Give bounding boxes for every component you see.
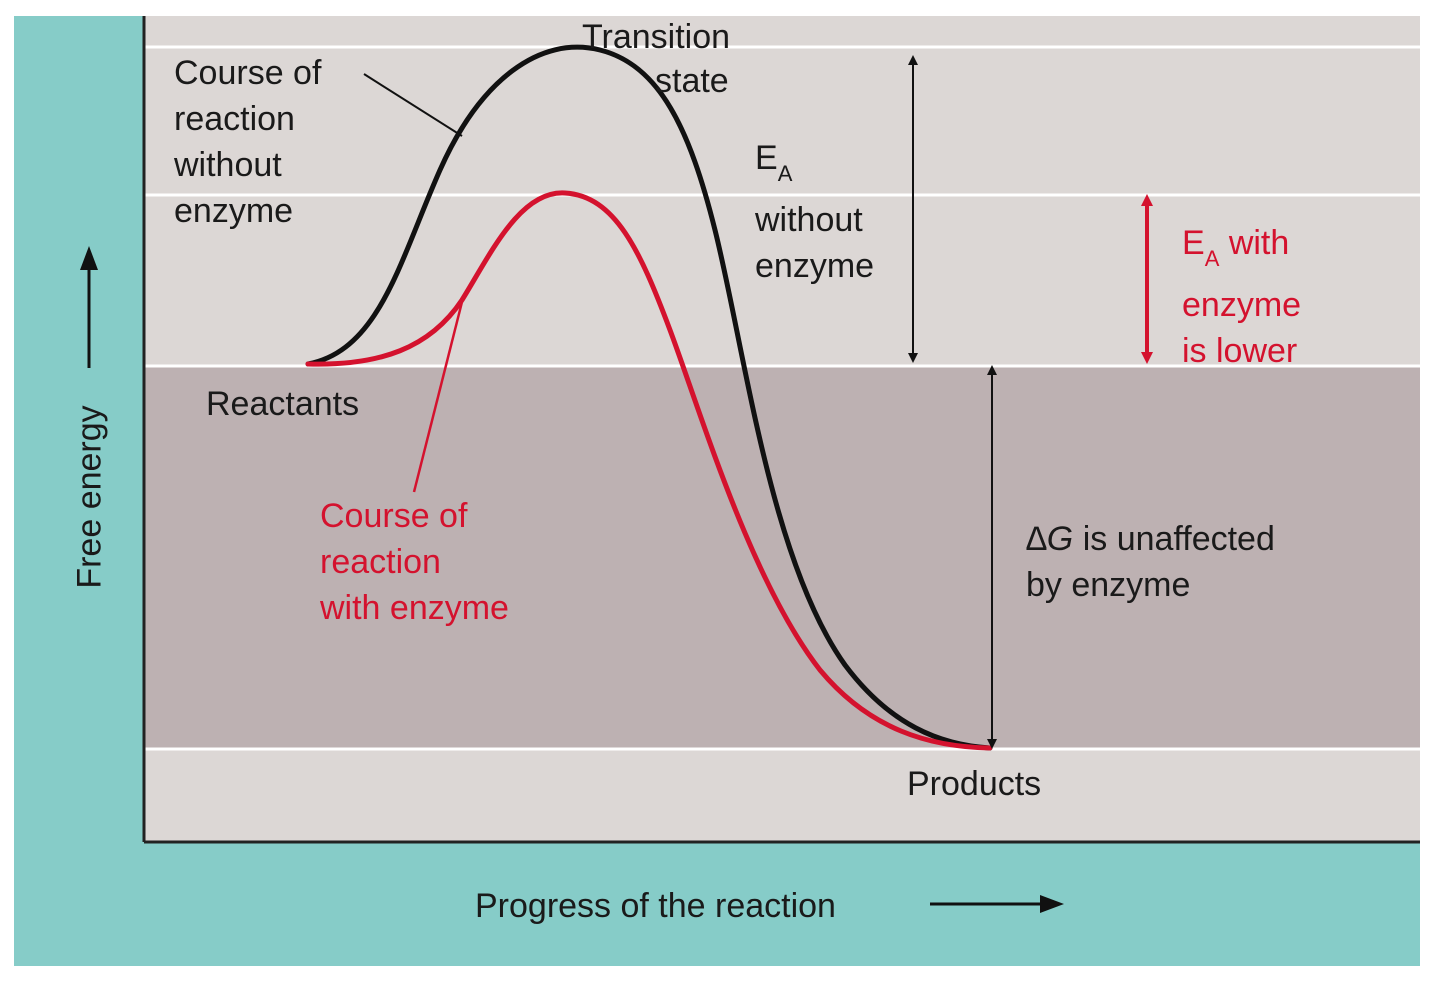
ea-with-line1: EA with [1182, 220, 1301, 282]
delta-g-line2: by enzyme [1026, 566, 1191, 604]
delta-g-symbol: ∆G [1026, 520, 1074, 558]
ea-with-symbol: E [1182, 224, 1205, 262]
transition-state-label-2: state [655, 58, 729, 104]
products-label: Products [907, 765, 1042, 803]
ea-without-subscript: A [777, 161, 793, 186]
no-enzyme-line2: reaction [174, 100, 295, 138]
with-enzyme-course-label: Course of reaction with enzyme [320, 493, 509, 631]
ea-with-line2: enzyme [1182, 286, 1302, 324]
ea-with-line3: is lower [1182, 332, 1298, 370]
curve-without-enzyme [305, 44, 993, 751]
with-enzyme-line3: with enzyme [320, 589, 509, 627]
with-enzyme-line2: reaction [320, 543, 441, 581]
transition-state-label: Transition [582, 14, 730, 60]
with-enzyme-line1: Course of [320, 497, 468, 535]
ea-with-line1-rest: with [1219, 224, 1290, 262]
ea-without-label: EA without enzyme [755, 135, 874, 289]
ea-without-symbol: E [755, 139, 778, 177]
curve-with-enzyme [305, 190, 993, 751]
no-enzyme-line3: without [174, 146, 282, 184]
y-axis-label: Free energy [70, 405, 109, 589]
delta-g-band [144, 367, 1420, 748]
reactants-label: Reactants [206, 385, 360, 423]
delta-g-line1: ∆G is unaffected [1026, 516, 1275, 562]
no-enzyme-line1: Course of [174, 54, 322, 92]
transition-state-line1: Transition [582, 18, 731, 56]
no-enzyme-line4: enzyme [174, 192, 294, 230]
ea-without-line2: without [755, 201, 863, 239]
ea-without-line1: EA [755, 135, 874, 197]
ea-with-label: EA with enzyme is lower [1182, 220, 1301, 374]
no-enzyme-course-label: Course of reaction without enzyme [174, 50, 321, 234]
x-axis-label: Progress of the reaction [475, 887, 836, 925]
transition-state-line2: state [655, 62, 729, 100]
pointer-with-enzyme [412, 297, 465, 493]
delta-g-label: ∆G is unaffected by enzyme [1026, 516, 1275, 608]
delta-g-line1-rest: is unaffected [1073, 520, 1275, 558]
pointer-no-enzyme [363, 73, 463, 137]
ea-without-line3: enzyme [755, 247, 875, 285]
ea-with-subscript: A [1204, 246, 1220, 271]
